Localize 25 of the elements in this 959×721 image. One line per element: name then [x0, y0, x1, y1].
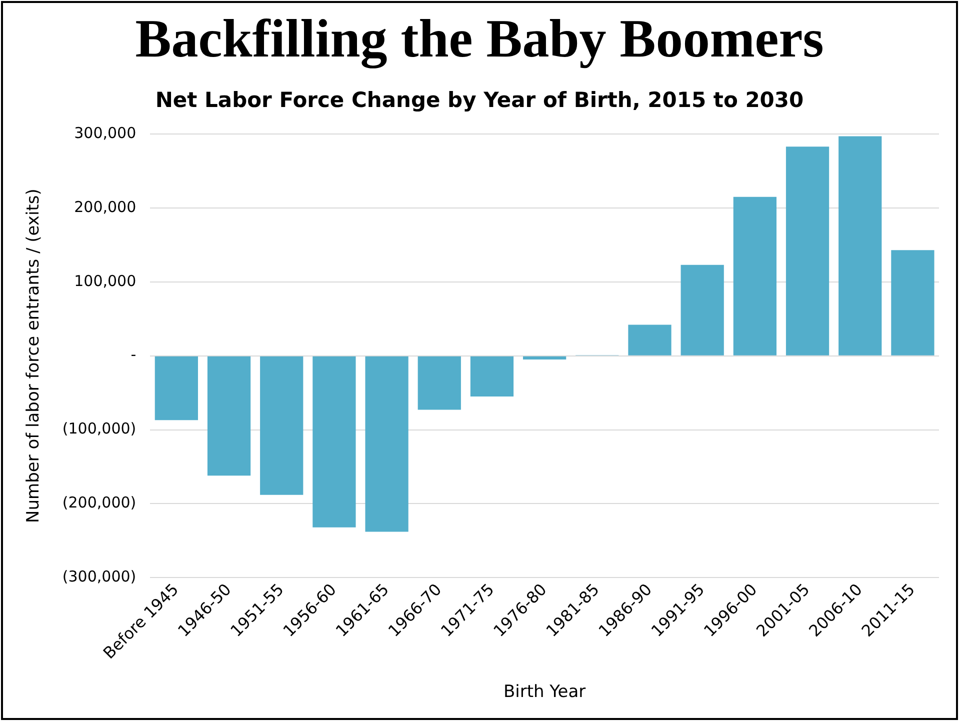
y-tick-label: (200,000) — [62, 494, 136, 512]
chart-title: Backfilling the Baby Boomers — [135, 8, 824, 68]
bar — [470, 356, 514, 396]
chart-subtitle: Net Labor Force Change by Year of Birth, 2015 to 2030 — [155, 88, 804, 112]
bar — [733, 196, 776, 356]
bar — [365, 356, 408, 532]
y-tick-label: 100,000 — [74, 272, 136, 290]
y-tick-label: (300,000) — [62, 568, 136, 586]
bar — [680, 264, 724, 356]
bar — [838, 136, 882, 356]
bar — [891, 250, 934, 356]
bar — [786, 146, 830, 356]
x-axis-title: Birth Year — [503, 682, 586, 702]
bar — [628, 324, 672, 356]
y-tick-label: (100,000) — [62, 420, 136, 438]
y-axis-title: Number of labor force entrants / (exits) — [24, 188, 44, 523]
bar — [523, 356, 566, 360]
bar — [418, 356, 461, 410]
y-tick-label: 300,000 — [74, 124, 136, 142]
y-tick-label: - — [130, 346, 136, 364]
y-tick-label: 200,000 — [74, 198, 136, 216]
bar — [207, 356, 251, 476]
bar — [312, 356, 356, 528]
bar — [154, 356, 198, 420]
bar — [260, 356, 304, 495]
